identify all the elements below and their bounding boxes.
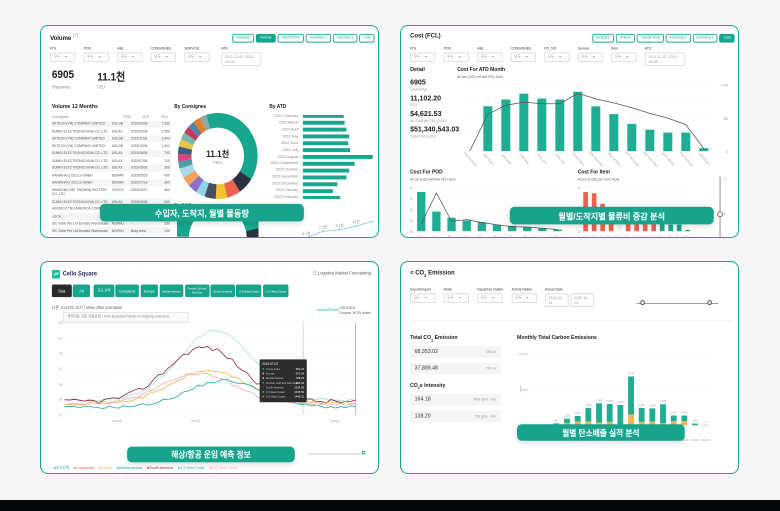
svg-text:ITEM8: ITEM8	[642, 235, 651, 238]
svg-text:TWKHH: TWKHH	[478, 234, 488, 238]
svg-text:347: 347	[554, 418, 559, 422]
svg-text:2024년: 2024년	[331, 418, 340, 423]
svg-text:ITEM13: ITEM13	[684, 234, 694, 238]
svg-text:0천: 0천	[59, 413, 63, 417]
svg-text:ITEM4: ITEM4	[608, 235, 617, 238]
svg-text:ITEM7: ITEM7	[633, 235, 642, 238]
svg-text:U.S East Coast: U.S East Coast	[266, 390, 285, 394]
svg-text:Europe: Europe	[266, 372, 275, 376]
svg-text:2024-07-07: 2024-07-07	[262, 362, 278, 366]
svg-text:9.1천: 9.1천	[335, 223, 344, 228]
svg-text:1,300: 1,300	[564, 414, 571, 418]
svg-text:SGSIN: SGSIN	[539, 234, 548, 238]
svg-text:2022 July: 2022 July	[555, 153, 567, 165]
svg-text:6천: 6천	[59, 367, 63, 371]
svg-text:2022 June: 2022 June	[537, 153, 549, 166]
svg-text:1,940: 1,940	[671, 410, 678, 414]
svg-text:7.1천: 7.1천	[319, 224, 328, 229]
svg-text:$16,000: $16,000	[410, 186, 413, 190]
svg-text:673.34: 673.34	[296, 372, 305, 376]
svg-text:ITEM1: ITEM1	[582, 235, 591, 238]
svg-text:South America: South America	[266, 385, 284, 389]
svg-text:2022 May: 2022 May	[519, 153, 531, 166]
svg-text:2022 September: 2022 September	[588, 150, 605, 167]
svg-text:2천: 2천	[59, 397, 63, 401]
svg-text:2345.56: 2345.56	[294, 390, 304, 394]
svg-text:ITEM5: ITEM5	[616, 235, 625, 238]
svg-text:2022 February: 2022 February	[463, 151, 479, 167]
svg-text:2023 February: 2023 February	[679, 151, 695, 167]
svg-text:$8,000: $8,000	[410, 208, 413, 212]
svg-text:VNSGN: VNSGN	[553, 234, 563, 238]
svg-text:1: 1	[705, 420, 707, 424]
svg-text:Mediterranean: Mediterranean	[266, 376, 284, 380]
svg-text:10천: 10천	[57, 336, 63, 340]
svg-text:788.23: 788.23	[296, 376, 305, 380]
svg-text:1,000: 1,000	[721, 83, 729, 87]
svg-text:9,770: 9,770	[628, 371, 635, 375]
svg-text:0: 0	[727, 150, 729, 154]
svg-text:12천: 12천	[57, 321, 63, 325]
svg-text:CNTXG: CNTXG	[463, 234, 473, 238]
svg-text:1,851: 1,851	[575, 411, 582, 415]
svg-text:2022 August: 2022 August	[572, 152, 586, 167]
svg-text:1,930: 1,930	[681, 410, 688, 414]
svg-text:500: 500	[723, 117, 728, 121]
svg-text:2023 January: 2023 January	[661, 151, 676, 166]
svg-text:2234.93: 2234.93	[294, 385, 304, 389]
svg-text:$0: $0	[578, 230, 581, 234]
svg-text:8천: 8천	[59, 352, 63, 356]
svg-text:4천: 4천	[59, 382, 63, 386]
svg-text:ITEM2: ITEM2	[591, 235, 600, 238]
svg-text:4,066: 4,066	[617, 400, 624, 404]
svg-text:4,388: 4,388	[596, 398, 603, 402]
svg-text:2023-05: 2023-05	[701, 439, 710, 442]
svg-text:DEMAR: DEMAR	[447, 234, 457, 238]
svg-text:6,000: 6,000	[724, 212, 727, 216]
svg-text:ITEM6: ITEM6	[625, 235, 634, 238]
svg-text:THLCH: THLCH	[508, 234, 517, 238]
svg-text:2023 March: 2023 March	[698, 152, 711, 166]
svg-text:2022 November: 2022 November	[624, 150, 641, 167]
svg-text:6.1천: 6.1천	[302, 231, 311, 236]
svg-text:Cross Index: Cross Index	[266, 367, 281, 371]
svg-text:696.34: 696.34	[296, 381, 305, 385]
svg-text:ITEM3: ITEM3	[599, 235, 608, 238]
svg-text:3,467: 3,467	[639, 403, 646, 407]
svg-text:2022년: 2022년	[191, 418, 200, 423]
svg-text:4,232: 4,232	[607, 399, 614, 403]
svg-text:index: index	[519, 385, 523, 393]
svg-text:2022 April: 2022 April	[501, 153, 513, 166]
svg-text:Persian Gulf and Red Sea: Persian Gulf and Red Sea	[266, 381, 298, 385]
svg-text:3,370: 3,370	[649, 403, 656, 407]
svg-text:2022 March: 2022 March	[482, 152, 495, 166]
svg-text:2022 October: 2022 October	[607, 151, 622, 166]
svg-text:11천: 11천	[353, 219, 361, 224]
svg-text:3,434: 3,434	[585, 403, 592, 407]
svg-text:-326: -326	[692, 418, 698, 422]
svg-text:$0: $0	[410, 230, 413, 234]
svg-text:2022 December: 2022 December	[642, 150, 659, 167]
svg-text:1448.31: 1448.31	[294, 395, 304, 399]
svg-text:U.S West Coast: U.S West Coast	[266, 395, 285, 399]
svg-text:$4,000: $4,000	[410, 219, 413, 223]
svg-text:952.24: 952.24	[296, 367, 305, 371]
svg-text:USLGB: USLGB	[417, 234, 426, 238]
svg-text:2019년: 2019년	[112, 418, 121, 423]
svg-text:14,000: 14,000	[724, 176, 727, 180]
svg-text:$9,000: $9,000	[578, 186, 581, 190]
svg-text:2023-04: 2023-04	[691, 439, 700, 442]
svg-text:KRPUS: KRPUS	[523, 234, 533, 238]
svg-text:4,209: 4,209	[660, 399, 667, 403]
svg-text:$12,000: $12,000	[410, 197, 413, 201]
svg-text:USLAX: USLAX	[432, 234, 441, 238]
svg-text:14,500: 14,500	[519, 352, 528, 356]
svg-text:NGPHU: NGPHU	[493, 234, 503, 238]
